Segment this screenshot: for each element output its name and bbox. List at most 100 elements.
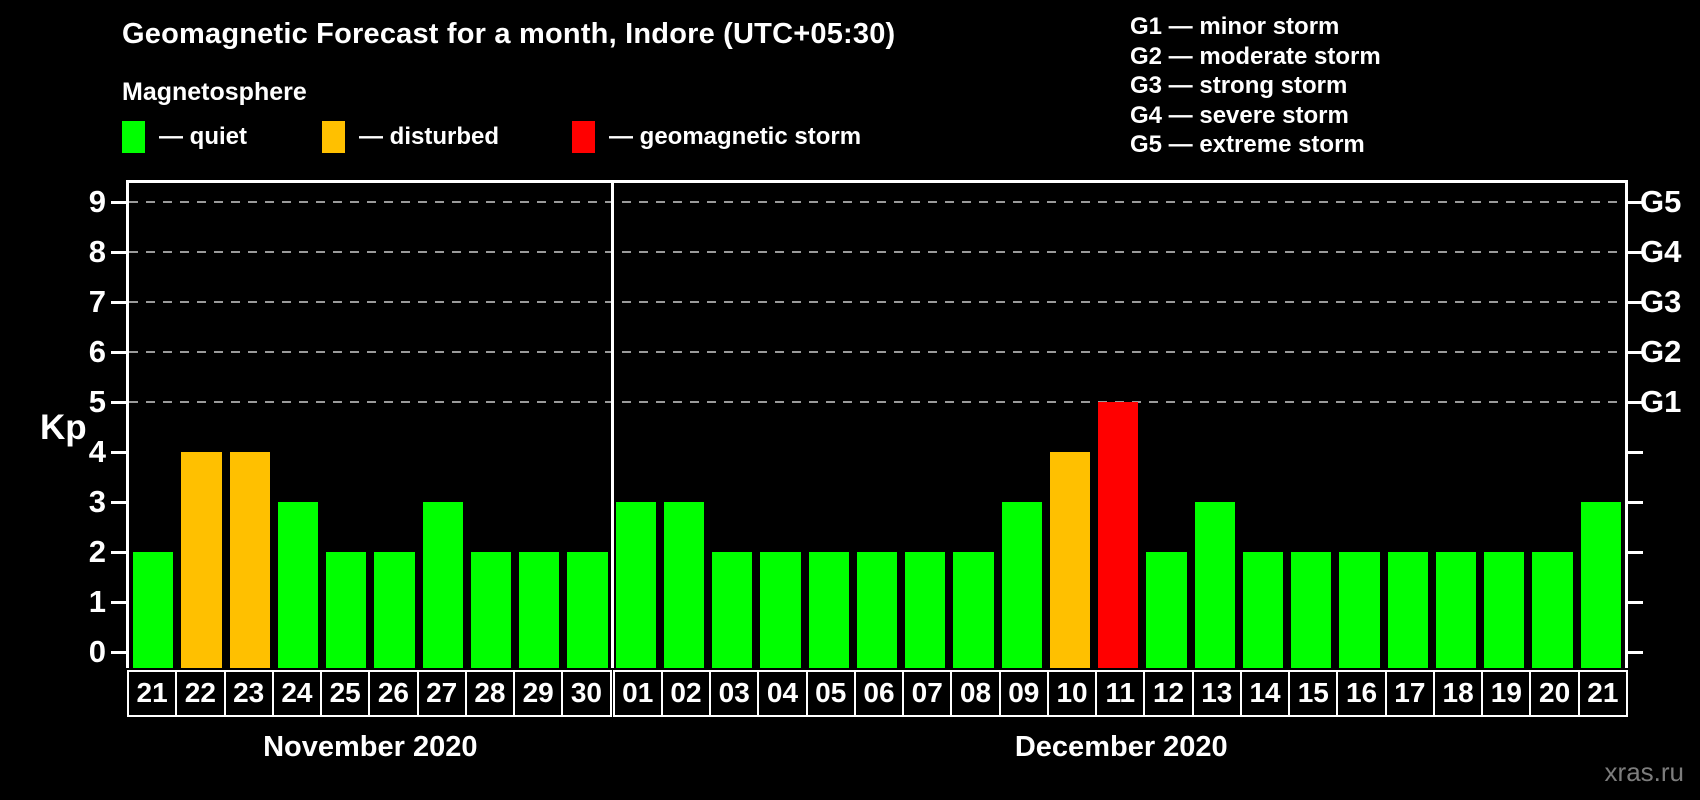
date-cell-17: 17 <box>1384 670 1435 717</box>
g5-legend-line: G5 — extreme storm <box>1130 131 1365 158</box>
left-axis-tick <box>111 351 126 354</box>
left-axis-tick <box>111 251 126 254</box>
kp-bar-november-23 <box>229 452 270 668</box>
date-cell-28: 28 <box>464 670 516 717</box>
date-cell-18: 18 <box>1432 670 1484 717</box>
y-axis-tick-label: 6 <box>88 334 106 369</box>
plot-area <box>126 180 1628 668</box>
left-axis-tick <box>111 201 126 204</box>
date-cell-07: 07 <box>902 670 953 717</box>
date-cell-03: 03 <box>709 670 760 717</box>
y-axis-tick-label: 5 <box>88 384 106 419</box>
month-label: November 2020 <box>263 731 478 763</box>
date-cell-21: 21 <box>1577 670 1628 717</box>
kp-bar-december-20 <box>1532 552 1573 668</box>
date-cell-02: 02 <box>660 670 712 717</box>
right-axis-label-g5: G5 <box>1640 184 1682 219</box>
quiet-color-swatch <box>122 121 145 153</box>
g-scale-legend: G1 — minor storm G2 — moderate storm G3 … <box>1130 12 1381 160</box>
kp-bar-december-02 <box>663 502 705 668</box>
legend-item-disturbed: — disturbed <box>322 121 499 153</box>
y-axis-tick-label: 1 <box>88 584 106 619</box>
kp-bar-november-24 <box>277 502 319 668</box>
gridline-kp8 <box>129 251 1625 253</box>
right-axis-tick <box>1628 401 1643 404</box>
right-axis-label-g4: G4 <box>1640 234 1682 269</box>
watermark: xras.ru <box>1604 757 1684 787</box>
kp-bar-december-11 <box>1098 402 1139 668</box>
date-cell-12: 12 <box>1143 670 1194 717</box>
kp-bar-december-01 <box>615 502 656 668</box>
date-cell-24: 24 <box>271 670 323 717</box>
date-cell-23: 23 <box>223 670 274 717</box>
storm-color-swatch <box>572 121 595 153</box>
g2-legend-line: G2 — moderate storm <box>1130 42 1381 70</box>
date-cell-27: 27 <box>416 670 467 717</box>
date-cell-13: 13 <box>1191 670 1242 717</box>
y-axis-tick-label: 9 <box>88 184 106 219</box>
gridline-kp6 <box>129 351 1625 353</box>
legend-label-storm: — geomagnetic storm <box>609 123 862 150</box>
y-axis-tick-label: 7 <box>88 284 106 319</box>
kp-bar-december-12 <box>1146 552 1187 668</box>
date-cell-01: 01 <box>612 670 663 717</box>
left-axis-tick <box>111 301 126 304</box>
legend-label-quiet: — quiet <box>159 123 247 150</box>
right-axis-tick <box>1628 201 1643 204</box>
date-cell-15: 15 <box>1288 670 1339 717</box>
kp-bar-december-15 <box>1291 552 1332 668</box>
right-axis-tick <box>1628 251 1643 254</box>
disturbed-color-swatch <box>322 121 345 153</box>
legend-item-storm: — geomagnetic storm <box>572 121 861 153</box>
g3-legend-line: G3 — strong storm <box>1130 72 1348 99</box>
page-title: Geomagnetic Forecast for a month, Indore… <box>122 18 896 50</box>
gridline-kp9 <box>129 201 1625 203</box>
date-cell-30: 30 <box>561 670 612 717</box>
right-axis-label-g3: G3 <box>1640 284 1682 319</box>
right-axis-label-g2: G2 <box>1640 334 1682 369</box>
kp-bar-november-30 <box>567 552 608 668</box>
kp-bar-november-28 <box>470 552 512 668</box>
kp-bar-november-27 <box>422 502 463 668</box>
kp-bar-december-07 <box>905 552 946 668</box>
right-axis-tick <box>1628 301 1643 304</box>
left-axis-tick <box>111 601 126 604</box>
kp-bar-december-05 <box>808 552 849 668</box>
y-axis-label-kp: Kp <box>40 408 87 447</box>
kp-bar-december-17 <box>1387 552 1428 668</box>
kp-bar-december-04 <box>760 552 801 668</box>
date-cell-19: 19 <box>1481 670 1532 717</box>
y-axis-tick-label: 0 <box>88 634 106 669</box>
gridline-kp7 <box>129 301 1625 303</box>
month-label: December 2020 <box>1014 731 1228 763</box>
right-axis-tick <box>1628 651 1643 654</box>
y-axis-tick-label: 4 <box>88 434 106 469</box>
date-cell-26: 26 <box>368 670 419 717</box>
right-axis-tick <box>1628 601 1643 604</box>
left-axis-tick <box>111 651 126 654</box>
g1-legend-line: G1 — minor storm <box>1130 13 1340 40</box>
legend-item-quiet: — quiet <box>122 121 247 153</box>
kp-bar-november-21 <box>133 552 174 668</box>
g4-legend-line: G4 — severe storm <box>1130 101 1349 129</box>
kp-bar-december-10 <box>1049 452 1091 668</box>
legend-label-disturbed: — disturbed <box>359 123 500 150</box>
month-separator-line <box>610 183 614 668</box>
kp-bar-december-14 <box>1242 552 1284 668</box>
gridline-kp5 <box>129 401 1625 403</box>
right-axis-tick <box>1628 501 1643 504</box>
date-cell-25: 25 <box>320 670 371 717</box>
kp-bar-november-26 <box>374 552 415 668</box>
date-cell-04: 04 <box>757 670 808 717</box>
y-axis-tick-label: 3 <box>88 484 106 519</box>
date-cell-05: 05 <box>805 670 856 717</box>
y-axis-tick-label: 2 <box>88 534 106 569</box>
kp-bar-december-18 <box>1435 552 1477 668</box>
date-cell-06: 06 <box>853 670 905 717</box>
date-cell-16: 16 <box>1336 670 1387 717</box>
kp-bar-december-16 <box>1339 552 1380 668</box>
y-axis-tick-label: 8 <box>88 234 106 269</box>
right-axis-tick <box>1628 351 1643 354</box>
date-cell-14: 14 <box>1239 670 1291 717</box>
